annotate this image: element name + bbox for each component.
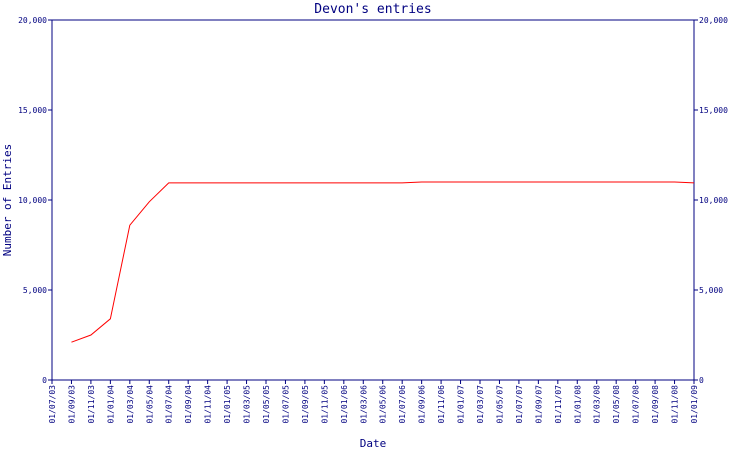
x-tick-label: 01/05/04 (145, 385, 154, 424)
x-tick-label: 01/05/06 (379, 385, 388, 424)
x-tick-label: 01/01/08 (573, 385, 582, 424)
chart-title: Devon's entries (314, 2, 431, 17)
y-tick-label: 20,000 (18, 16, 47, 25)
x-tick-label: 01/09/06 (418, 385, 427, 424)
x-tick-label: 01/03/07 (476, 385, 485, 424)
x-tick-label: 01/09/07 (534, 385, 543, 424)
x-tick-label: 01/01/07 (457, 385, 466, 424)
x-tick-label: 01/09/04 (184, 385, 193, 424)
x-tick-label: 01/09/03 (67, 385, 76, 424)
x-tick-label: 01/03/06 (359, 385, 368, 424)
x-tick-label: 01/07/04 (165, 385, 174, 424)
y2-tick-label: 5,000 (699, 286, 723, 295)
y-axis-label: Number of Entries (1, 144, 14, 257)
y2-tick-label: 20,000 (699, 16, 728, 25)
x-tick-label: 01/01/05 (223, 385, 232, 424)
x-tick-label: 01/11/05 (320, 385, 329, 424)
x-tick-label: 01/05/05 (262, 385, 271, 424)
x-tick-label: 01/05/07 (495, 385, 504, 424)
plot-frame (51, 19, 695, 381)
y2-tick-label: 15,000 (699, 106, 728, 115)
x-tick-label: 01/11/04 (204, 385, 213, 424)
x-tick-label: 01/01/04 (106, 385, 115, 424)
y-tick-label: 5,000 (23, 286, 47, 295)
y2-tick-label: 10,000 (699, 196, 728, 205)
data-line (71, 181, 695, 343)
x-tick-label: 01/03/05 (243, 385, 252, 424)
x-tick-label: 01/03/08 (593, 385, 602, 424)
x-axis-label: Date (360, 437, 387, 450)
x-tick-label: 01/11/07 (554, 385, 563, 424)
x-tick-label: 01/09/08 (651, 385, 660, 424)
x-tick-label: 01/11/08 (671, 385, 680, 424)
x-tick-label: 01/07/06 (398, 385, 407, 424)
x-tick-label: 01/01/09 (690, 385, 699, 424)
x-tick-label: 01/11/03 (87, 385, 96, 424)
x-tick-label: 01/07/08 (632, 385, 641, 424)
x-tick-label: 01/01/06 (340, 385, 349, 424)
x-tick-label: 01/07/05 (281, 385, 290, 424)
y-tick-label: 15,000 (18, 106, 47, 115)
x-tick-label: 01/07/03 (48, 385, 57, 424)
x-tick-label: 01/09/05 (301, 385, 310, 424)
y-tick-label: 10,000 (18, 196, 47, 205)
x-tick-label: 01/05/08 (612, 385, 621, 424)
y-tick-label: 0 (42, 376, 47, 385)
x-tick-label: 01/03/04 (126, 385, 135, 424)
x-tick-label: 01/11/06 (437, 385, 446, 424)
x-tick-label: 01/07/07 (515, 385, 524, 424)
y2-tick-label: 0 (699, 376, 704, 385)
